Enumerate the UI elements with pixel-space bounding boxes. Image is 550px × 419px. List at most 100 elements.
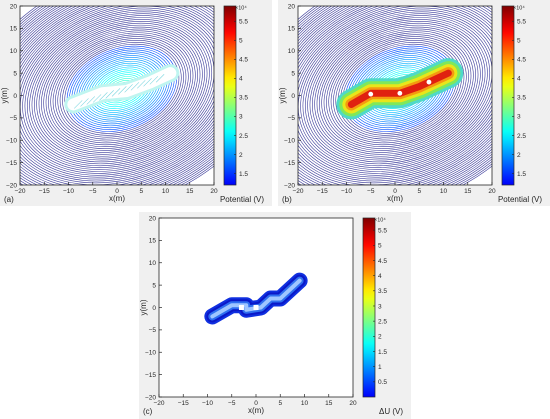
equipotential-line bbox=[319, 24, 481, 153]
colorbar-tick-label: 1.5 bbox=[378, 349, 387, 356]
conductor-hatch bbox=[92, 94, 102, 103]
equipotential-line bbox=[20, 6, 214, 180]
y-tick-label: −5 bbox=[10, 115, 18, 122]
equipotential-line bbox=[326, 30, 474, 148]
colorbar-tick-label: 2.5 bbox=[378, 318, 387, 325]
equipotential-line bbox=[20, 6, 214, 176]
conductor-hatch bbox=[73, 100, 83, 109]
equipotential-line bbox=[31, 17, 213, 161]
equipotential-line bbox=[20, 6, 214, 185]
equipotential-line bbox=[300, 9, 492, 168]
equipotential-line bbox=[314, 21, 486, 157]
equipotential-line bbox=[304, 13, 492, 165]
equipotential-line bbox=[330, 34, 469, 144]
equipotential-line bbox=[298, 6, 492, 182]
hot-spot bbox=[426, 79, 432, 85]
equipotential-line bbox=[33, 19, 210, 159]
y-tick-label: −10 bbox=[6, 138, 17, 145]
equipotential-line bbox=[57, 38, 187, 140]
colorbar-multiplier: ×10⁴ bbox=[374, 217, 386, 224]
y-tick-label: 15 bbox=[10, 26, 18, 33]
equipotential-line bbox=[26, 13, 214, 165]
colorbar-tick-label: 4.5 bbox=[378, 258, 387, 265]
x-tick-label: 0 bbox=[393, 188, 397, 195]
colorbar-tick-label: 4 bbox=[378, 273, 382, 280]
x-tick-label: −20 bbox=[153, 400, 164, 407]
conductor-hatch bbox=[155, 74, 165, 83]
equipotential-line bbox=[20, 6, 214, 178]
x-tick-label: 15 bbox=[325, 400, 333, 407]
colorbar-tick-label: 3.5 bbox=[378, 288, 387, 295]
equipotential-line bbox=[20, 6, 214, 185]
equipotential-line bbox=[20, 6, 214, 185]
equipotential-line bbox=[20, 6, 214, 174]
x-tick-label: −20 bbox=[14, 188, 25, 195]
equipotential-line bbox=[321, 26, 479, 151]
equipotential-line bbox=[323, 28, 476, 149]
y-tick-label: 10 bbox=[10, 48, 18, 55]
equipotential-line bbox=[22, 9, 214, 168]
x-axis-label: x(m) bbox=[387, 194, 403, 203]
electrode-gap bbox=[238, 305, 244, 310]
y-tick-label: 10 bbox=[149, 260, 157, 267]
y-tick-label: −15 bbox=[145, 372, 156, 379]
equipotential-line bbox=[48, 30, 196, 148]
y-tick-label: 0 bbox=[13, 93, 17, 100]
colorbar-tick-label: 5 bbox=[239, 38, 243, 45]
x-tick-label: 10 bbox=[440, 188, 448, 195]
colorbar-tick-label: 4.5 bbox=[239, 57, 248, 64]
x-axis-label: x(m) bbox=[109, 194, 125, 203]
equipotential-line bbox=[298, 6, 492, 185]
x-tick-label: 20 bbox=[210, 188, 218, 195]
x-tick-label: −5 bbox=[228, 400, 236, 407]
y-axis-label: y(m) bbox=[0, 87, 9, 103]
equipotential-line bbox=[298, 6, 492, 185]
equipotential-line bbox=[43, 26, 201, 151]
x-tick-label: 5 bbox=[278, 400, 282, 407]
x-tick-label: −10 bbox=[341, 188, 352, 195]
y-tick-label: −5 bbox=[288, 115, 296, 122]
equipotential-line bbox=[24, 11, 214, 167]
colorbar-tick-label: 3 bbox=[517, 114, 521, 121]
y-tick-label: −5 bbox=[149, 327, 157, 334]
colorbar bbox=[501, 5, 515, 186]
equipotential-line bbox=[20, 6, 214, 172]
colorbar-tick-label: 5.5 bbox=[239, 19, 248, 26]
colorbar-tick-label: 3 bbox=[239, 114, 243, 121]
equipotential-line bbox=[298, 6, 492, 184]
x-tick-label: 15 bbox=[186, 188, 194, 195]
y-tick-label: 0 bbox=[291, 93, 295, 100]
contour-field bbox=[20, 6, 214, 185]
colorbar-tick-label: 5 bbox=[378, 243, 382, 250]
equipotential-line bbox=[41, 24, 203, 153]
equipotential-line bbox=[38, 22, 206, 155]
x-tick-label: −5 bbox=[89, 188, 97, 195]
equipotential-line bbox=[20, 6, 214, 185]
chart-a-svg: −20 −15 −10 −5 0 5 10 15 20 20 15 10 5 0 −5 −10 −15 −20 x(… bbox=[0, 3, 264, 204]
conductor-hatch bbox=[111, 88, 121, 97]
x-tick-label: −15 bbox=[317, 188, 328, 195]
equipotential-line bbox=[316, 22, 484, 155]
equipotential-line bbox=[298, 6, 492, 180]
equipotential-line bbox=[298, 6, 492, 185]
y-tick-label: 5 bbox=[152, 282, 156, 289]
x-tick-label: −5 bbox=[367, 188, 375, 195]
equipotential-line bbox=[298, 6, 492, 185]
conductor-hatch bbox=[149, 76, 159, 85]
equipotential-line bbox=[20, 6, 214, 182]
y-tick-label: 20 bbox=[149, 215, 157, 222]
equipotential-line bbox=[309, 17, 491, 161]
x-tick-label: −15 bbox=[178, 400, 189, 407]
equipotential-line bbox=[298, 6, 492, 176]
equipotential-line bbox=[59, 40, 184, 138]
x-tick-label: 10 bbox=[162, 188, 170, 195]
conductor-hatch bbox=[80, 98, 89, 107]
colorbar-tick-label: 3.5 bbox=[239, 95, 248, 102]
equipotential-line bbox=[335, 38, 465, 140]
conductor-hatch bbox=[105, 90, 114, 99]
hot-spot bbox=[368, 91, 374, 97]
panel-c: −20 −15 −10 −5 0 5 10 15 20 20 15 10 5 0 −5 −10 −15 −20 x(… bbox=[139, 212, 411, 419]
conductor-hatch bbox=[86, 96, 96, 105]
chart-b-svg: −20 −15 −10 −5 0 5 10 15 20 20 15 10 5 0 −5 −10 −15 −20 x(… bbox=[278, 3, 542, 204]
equipotential-line bbox=[20, 6, 214, 185]
